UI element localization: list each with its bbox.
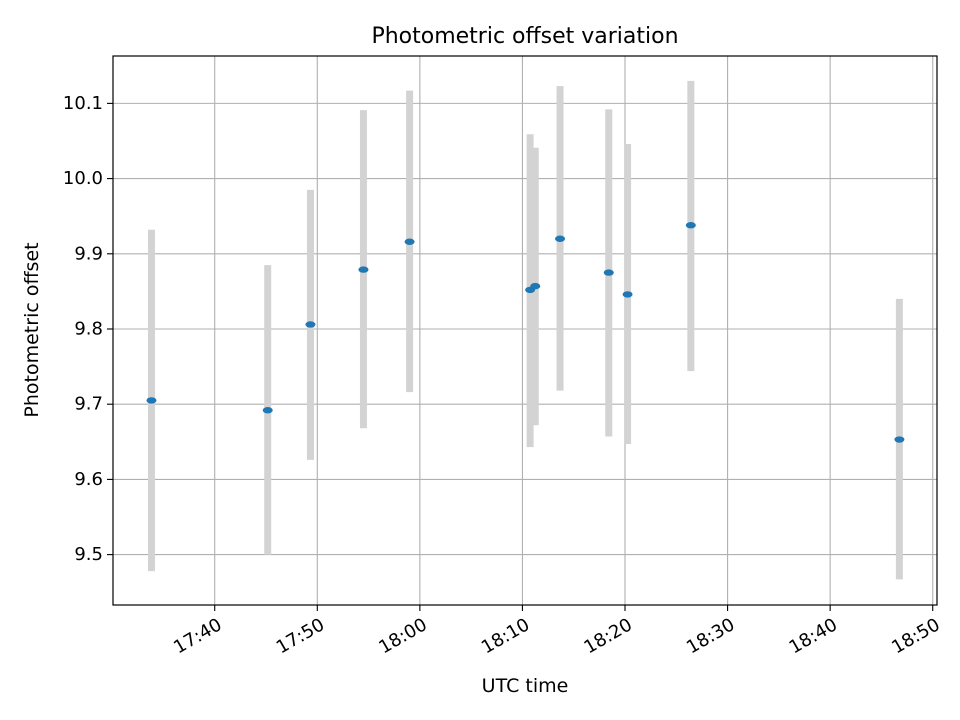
data-point: [358, 266, 369, 273]
y-tick-label: 10.0: [63, 168, 103, 189]
plot-frame: [112, 55, 938, 606]
data-point: [622, 291, 633, 298]
data-point: [555, 235, 566, 242]
y-axis: 9.5 9.6 9.7 9.8 9.9 10.0 10.1: [63, 93, 113, 565]
data-points: [146, 222, 905, 443]
y-tick-label: 9.9: [74, 243, 103, 264]
chart-title: Photometric offset variation: [371, 24, 678, 49]
data-point: [685, 222, 696, 229]
data-point: [894, 436, 905, 443]
y-tick-label: 9.6: [74, 469, 103, 490]
data-point: [404, 238, 415, 245]
y-tick-label: 9.5: [74, 544, 103, 565]
data-point: [603, 269, 614, 276]
y-tick-label: 9.7: [74, 394, 103, 415]
data-point: [262, 407, 273, 414]
x-axis-label: UTC time: [482, 675, 569, 697]
data-point: [530, 282, 541, 290]
data-point: [305, 321, 316, 328]
y-axis-label: Photometric offset: [21, 242, 43, 417]
data-point: [146, 397, 157, 404]
y-tick-label: 9.8: [74, 318, 103, 339]
y-tick-label: 10.1: [63, 93, 103, 114]
